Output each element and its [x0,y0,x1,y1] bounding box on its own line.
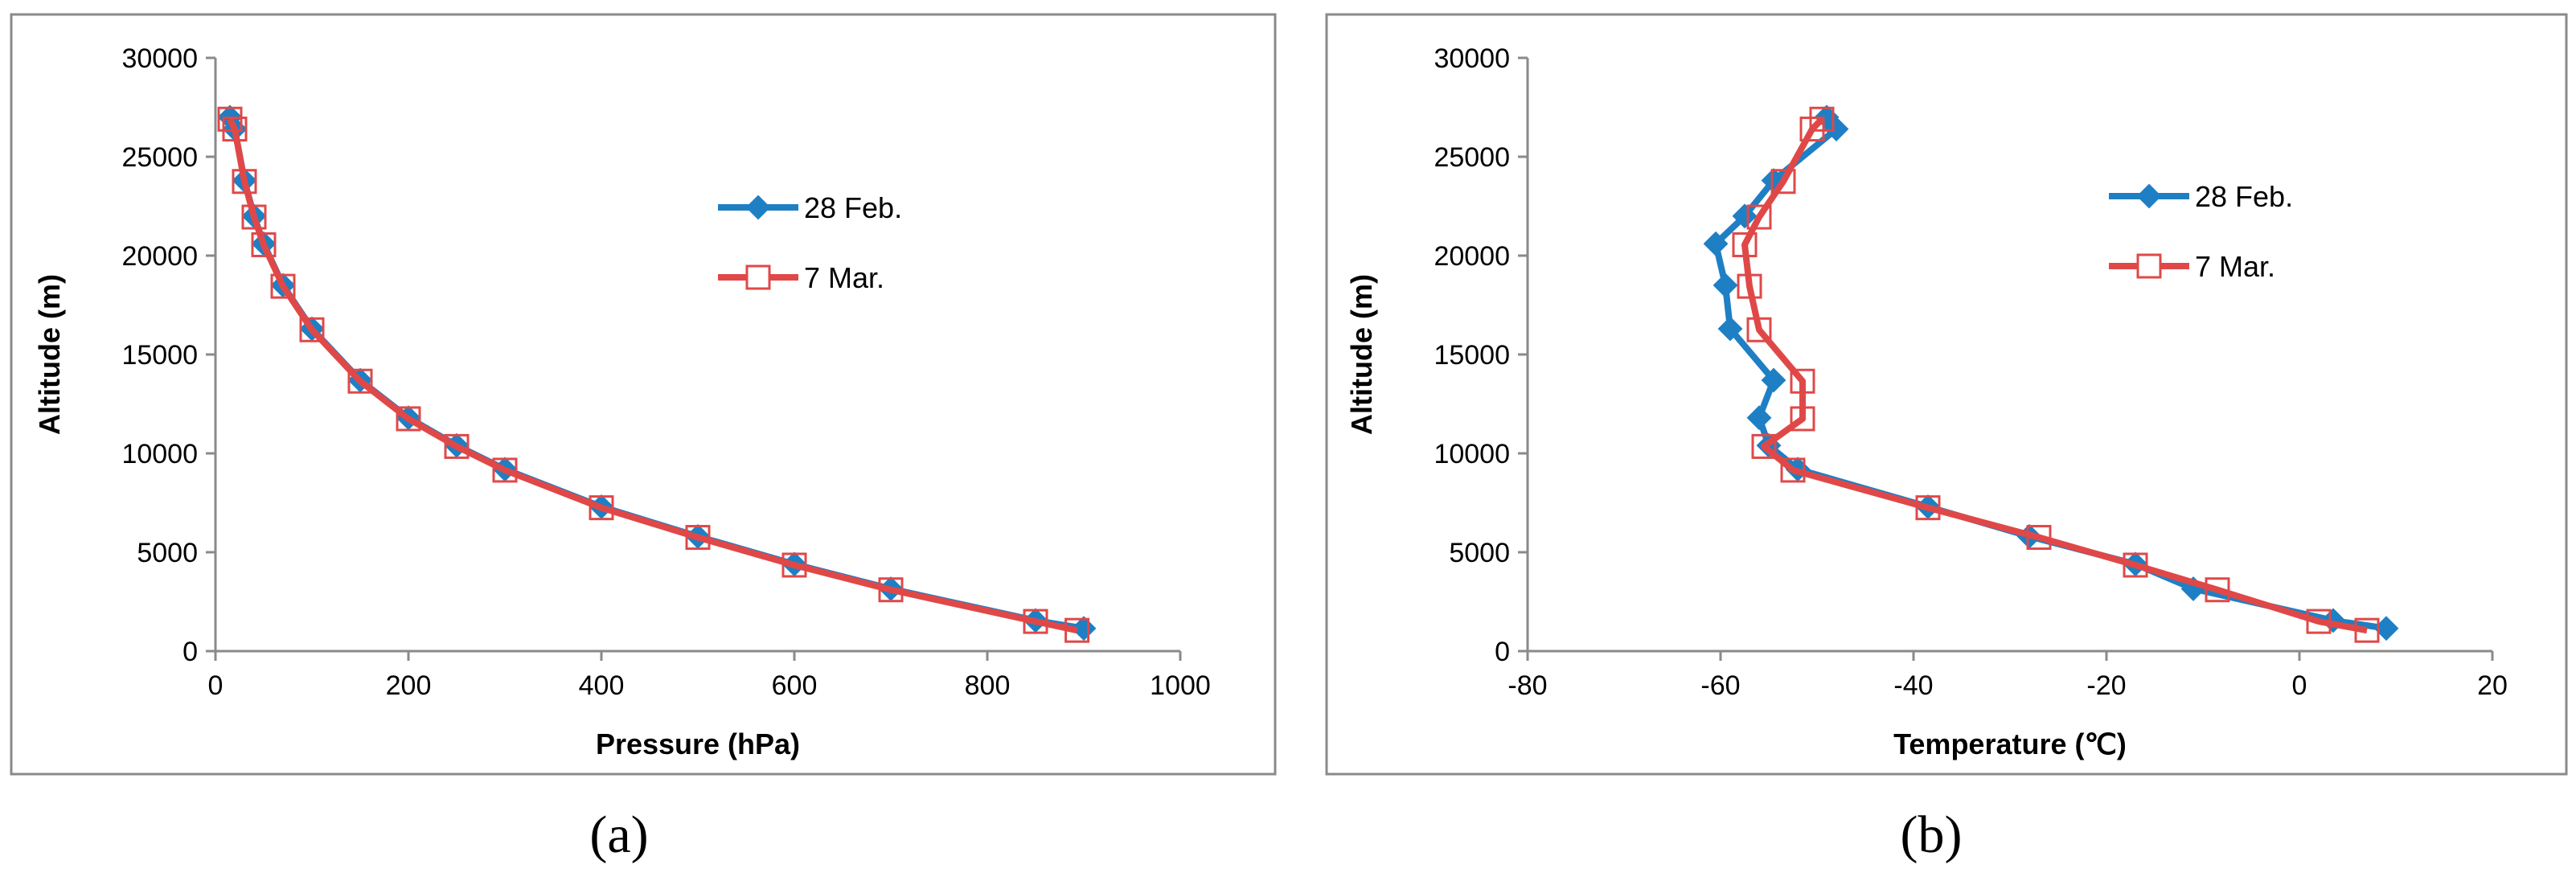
panel-b-x-ticks: -80 -60 -40 -20 0 20 [1507,651,2508,701]
panel-b-y-tick-label: 15000 [1434,340,1510,371]
panel-b-data-point-28-feb [1746,405,1772,431]
panel-b-legend: 28 Feb. 7 Mar. [2109,180,2293,283]
panel-b-data-point-7-mar [1746,317,1772,342]
panel-a-data-point-7-mar [492,457,518,483]
panel-b-legend-label-28-feb: 28 Feb. [2195,180,2293,213]
panel-a-x-tick-label: 600 [772,670,818,701]
panel-a: 0 5000 10000 15000 20000 25000 30000 0 200 400 60… [10,13,1277,776]
panel-b-data-point-7-mar [1790,368,1815,394]
panel-b-x-tick-label: 20 [2477,670,2508,701]
panel-a-frame [10,13,1277,776]
panel-b-data-point-7-mar [2354,617,2380,643]
panel-a-data-point-7-mar [444,433,470,459]
panel-b-data-point-7-mar [1799,117,1825,142]
panel-a-y-ticks: 0 5000 10000 15000 20000 25000 30000 [121,43,215,667]
panel-b-data-point-28-feb [1703,231,1729,256]
panel-a-data-point-7-mar [1023,609,1048,634]
panel-a-x-tick-label: 1000 [1150,670,1211,701]
panel-a-data-point-7-mar [1064,617,1090,643]
panel-a-series [217,105,1097,643]
panel-a-y-tick-label: 10000 [121,439,198,469]
panel-b-legend-marker-28-feb [2136,183,2162,209]
panel-b-frame [1325,13,2568,776]
panel-a-x-tick-label: 0 [208,670,224,701]
panel-a-legend-label-28-feb: 28 Feb. [804,191,902,224]
panel-b-data-point-7-mar [1746,204,1772,230]
panel-b-data-point-28-feb [1732,203,1758,229]
panel-b-series [1703,105,2399,643]
panel-b-data-point-7-mar [1770,169,1796,195]
panel-b-data-point-7-mar [1737,273,1762,299]
panel-a-data-point-7-mar [347,368,373,394]
panel-b-y-tick-label: 20000 [1434,241,1510,272]
panel-label-a: (a) [589,805,648,864]
panel-b-data-point-7-mar [1915,495,1941,521]
panel-b-data-point-7-mar [1790,406,1815,432]
panel-b-y-axis-title: Altitude (m) [1345,274,1378,435]
panel-b-x-tick-label: -40 [1893,670,1933,701]
panel-a-y-tick-label: 20000 [121,241,198,272]
panel-b-data-point-28-feb [1717,316,1743,342]
panel-a-data-point-7-mar [241,204,267,230]
panel-b: 0 5000 10000 15000 20000 25000 30000 -80 -60 -40… [1325,13,2568,776]
panel-a-data-point-7-mar [396,406,421,432]
panel-a-y-axis-title: Altitude (m) [33,274,66,435]
panel-b-y-tick-label: 5000 [1449,538,1510,568]
panel-b-data-point-7-mar [1751,433,1777,459]
panel-a-legend: 28 Feb. 7 Mar. [718,191,902,294]
panel-a-data-point-7-mar [232,169,257,195]
panel-a-data-point-7-mar [270,273,296,299]
panel-a-x-tick-label: 400 [579,670,625,701]
panel-b-y-tick-label: 10000 [1434,439,1510,469]
panel-b-y-tick-label: 30000 [1434,43,1510,74]
panel-b-data-point-28-feb [1761,367,1786,393]
panel-b-y-tick-label: 25000 [1434,142,1510,173]
panel-a-x-tick-label: 800 [965,670,1011,701]
panel-b-x-tick-label: -60 [1700,670,1740,701]
panel-b-x-tick-label: 0 [2292,670,2307,701]
panel-label-b: (b) [1901,805,1963,864]
panel-a-data-point-7-mar [878,577,904,603]
panel-b-x-tick-label: -80 [1507,670,1547,701]
panel-a-data-point-7-mar [589,495,614,521]
panel-a-data-point-7-mar [685,525,711,551]
panel-a-x-axis-title: Pressure (hPa) [596,727,800,760]
panel-a-data-point-7-mar [217,106,243,132]
panel-b-data-point-7-mar [1809,106,1835,132]
panel-a-x-ticks: 0 200 400 600 800 1000 [208,651,1211,701]
panel-b-data-point-7-mar [2306,609,2332,634]
panel-a-y-tick-label: 0 [183,637,198,667]
panel-a-legend-marker-7-mar [745,264,771,290]
panel-b-data-point-7-mar [2205,577,2230,603]
panel-a-y-tick-label: 15000 [121,340,198,371]
panel-a-data-point-7-mar [299,317,325,342]
panel-b-legend-label-7-mar: 7 Mar. [2195,250,2275,283]
panel-a-data-point-7-mar [781,552,807,578]
panel-a-data-point-7-mar [222,117,248,142]
panel-b-data-point-7-mar [2123,552,2148,578]
panel-b-x-axis-title: Temperature (℃) [1893,727,2127,760]
panel-b-data-point-7-mar [2026,525,2052,551]
panel-a-data-point-7-mar [251,232,277,257]
panel-a-legend-marker-28-feb [745,195,771,220]
panel-b-legend-marker-7-mar [2136,253,2162,279]
panel-a-x-tick-label: 200 [386,670,432,701]
panel-a-y-tick-label: 30000 [121,43,198,74]
panel-a-y-tick-label: 25000 [121,142,198,173]
panel-b-data-point-7-mar [1732,232,1758,257]
panel-b-y-tick-label: 0 [1495,637,1510,667]
panel-b-data-point-7-mar [1780,457,1806,483]
panel-a-legend-label-7-mar: 7 Mar. [804,261,884,294]
panel-b-y-ticks: 0 5000 10000 15000 20000 25000 30000 [1434,43,1528,667]
panel-a-y-tick-label: 5000 [137,538,198,568]
panel-b-x-tick-label: -20 [2086,670,2126,701]
panel-b-data-point-28-feb [1713,273,1738,298]
